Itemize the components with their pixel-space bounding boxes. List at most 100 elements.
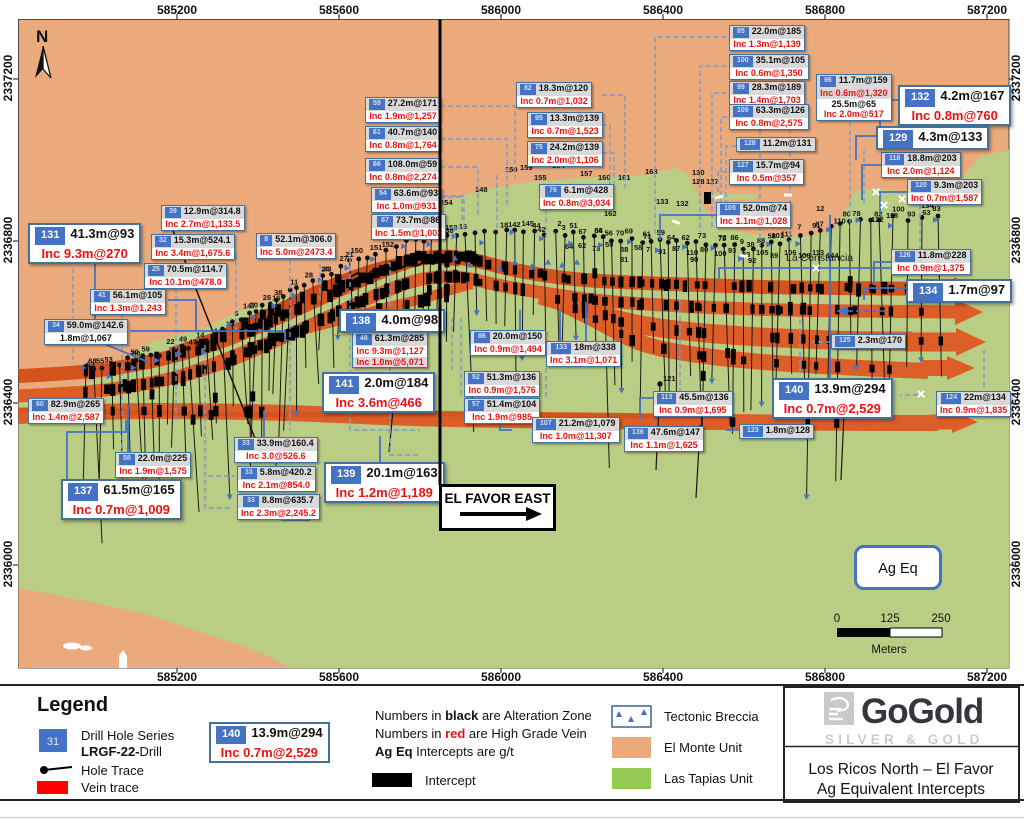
svg-text:155: 155 [534,173,547,182]
svg-text:160: 160 [598,173,611,182]
svg-text:22: 22 [166,337,174,346]
svg-text:59: 59 [142,345,150,354]
svg-text:91: 91 [658,247,666,256]
svg-text:7: 7 [646,245,650,254]
svg-text:90: 90 [690,255,698,264]
svg-text:108: 108 [798,251,811,260]
svg-text:87: 87 [672,244,680,253]
svg-text:59: 59 [605,240,613,249]
svg-text:86: 86 [730,233,738,242]
svg-text:26: 26 [263,293,271,302]
svg-text:78: 78 [852,209,860,218]
svg-text:56: 56 [605,229,613,238]
svg-text:31: 31 [47,736,59,748]
svg-text:93: 93 [728,246,736,255]
svg-text:3: 3 [562,223,566,232]
svg-text:69: 69 [625,226,633,235]
svg-text:101: 101 [772,231,785,240]
svg-text:72: 72 [718,233,726,242]
svg-text:54: 54 [595,226,604,235]
svg-text:130: 130 [692,168,705,177]
svg-text:122: 122 [871,215,884,224]
svg-text:105: 105 [756,248,769,257]
svg-text:53: 53 [105,355,113,364]
svg-text:64: 64 [565,242,574,251]
svg-text:64: 64 [667,233,676,242]
svg-text:87: 87 [815,220,823,229]
svg-text:N: N [36,27,48,46]
svg-text:43: 43 [323,265,331,274]
svg-text:51: 51 [569,221,577,230]
svg-text:118: 118 [886,211,898,220]
svg-text:157: 157 [580,169,593,178]
svg-text:SILVER & GOLD: SILVER & GOLD [825,732,984,747]
svg-text:80: 80 [843,210,851,219]
svg-text:92: 92 [748,256,756,265]
svg-text:24: 24 [321,265,330,274]
svg-text:88: 88 [757,236,765,245]
svg-text:44: 44 [532,221,541,230]
svg-text:100: 100 [714,249,727,258]
svg-text:250: 250 [931,613,950,625]
svg-text:162: 162 [604,209,617,218]
svg-text:9: 9 [740,237,744,246]
svg-text:161: 161 [618,173,631,182]
svg-text:67: 67 [578,227,586,236]
svg-text:75: 75 [718,234,726,243]
svg-text:110: 110 [834,216,846,225]
svg-text:60: 60 [132,349,140,358]
svg-text:16: 16 [272,293,280,302]
svg-text:93: 93 [907,210,915,219]
svg-text:70: 70 [616,228,624,237]
svg-text:152: 152 [382,240,395,249]
svg-text:49: 49 [179,335,187,344]
svg-text:134: 134 [921,201,934,210]
svg-text:150: 150 [351,246,364,255]
svg-text:Ag Equivalent Intercepts: Ag Equivalent Intercepts [817,781,985,798]
svg-text:132: 132 [676,199,689,208]
svg-text:61: 61 [643,230,651,239]
svg-text:Meters: Meters [871,644,906,656]
svg-text:125: 125 [880,613,899,625]
svg-text:66: 66 [594,226,602,235]
svg-text:71: 71 [643,232,651,241]
svg-text:91: 91 [812,221,820,230]
svg-text:7: 7 [797,223,801,232]
svg-text:113: 113 [812,248,824,257]
svg-text:127: 127 [706,177,719,186]
svg-text:27: 27 [340,254,348,263]
svg-text:81: 81 [620,255,628,264]
svg-text:147: 147 [243,302,256,311]
svg-text:121: 121 [663,374,676,383]
svg-text:159: 159 [520,163,533,172]
svg-text:2: 2 [557,219,561,228]
svg-text:100: 100 [892,205,905,214]
svg-text:148: 148 [475,185,488,194]
svg-text:154: 154 [440,198,453,207]
svg-text:63: 63 [922,208,930,217]
svg-text:73: 73 [592,244,600,253]
svg-text:82: 82 [874,210,882,219]
svg-text:0: 0 [834,613,840,625]
svg-text:88: 88 [620,245,628,254]
svg-text:18: 18 [500,221,508,230]
svg-text:145: 145 [522,219,535,228]
svg-text:42: 42 [537,225,545,234]
svg-text:83: 83 [932,204,940,213]
svg-text:47: 47 [189,337,197,346]
svg-text:110: 110 [686,248,698,257]
svg-text:150: 150 [505,165,518,174]
svg-text:62: 62 [578,241,586,250]
svg-text:111: 111 [781,229,793,238]
svg-text:164: 164 [552,161,565,170]
svg-text:144: 144 [826,251,839,260]
svg-text:11: 11 [290,278,298,287]
svg-text:50: 50 [131,347,139,356]
svg-text:138: 138 [441,226,454,235]
svg-text:68: 68 [88,356,96,365]
svg-text:83: 83 [742,250,750,259]
svg-text:133: 133 [656,197,669,206]
svg-text:89: 89 [770,251,778,260]
svg-text:28: 28 [305,270,313,279]
svg-text:62: 62 [682,233,690,242]
